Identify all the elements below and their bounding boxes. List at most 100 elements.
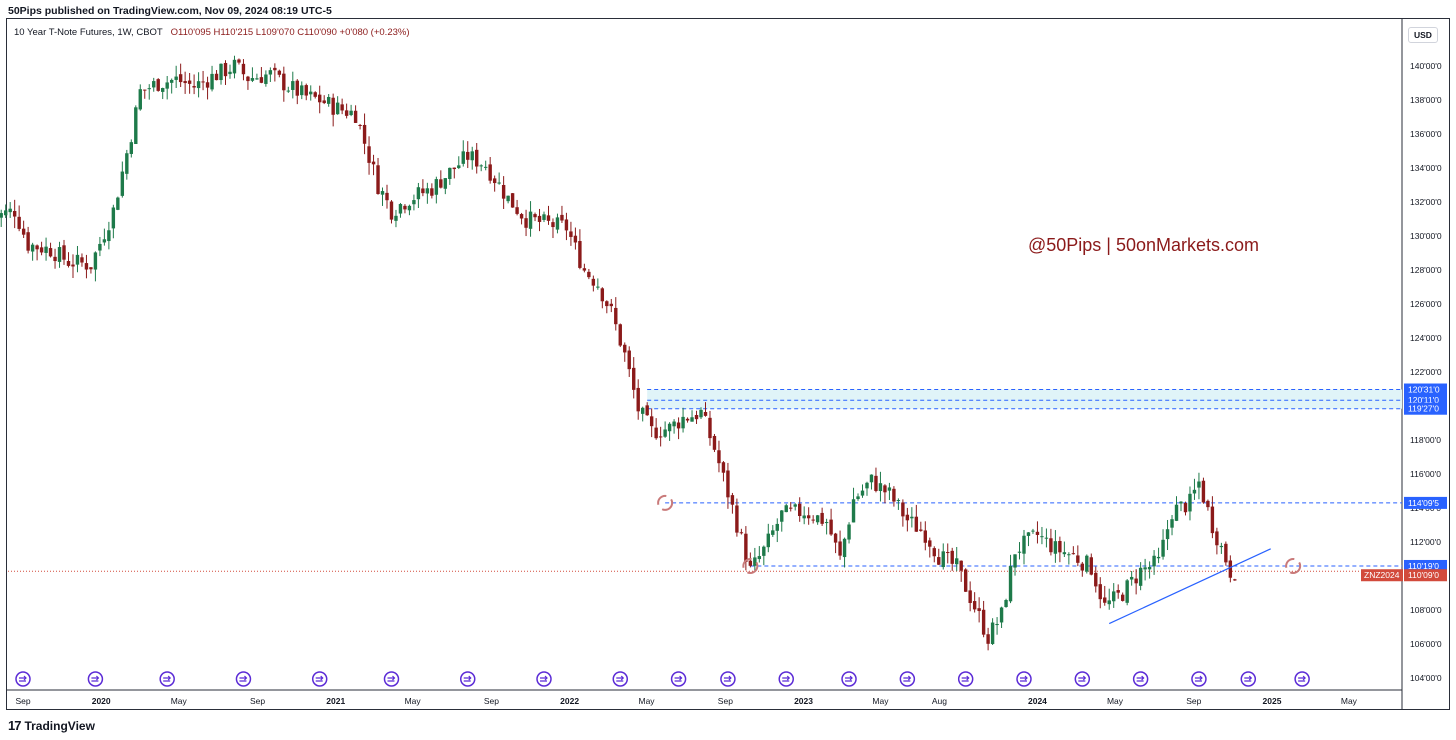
event-marker-ring — [1132, 671, 1149, 687]
candle-body — [1098, 584, 1102, 600]
candle-body — [591, 278, 596, 286]
candle-body — [62, 245, 66, 260]
event-marker-arrow — [1244, 675, 1253, 682]
candle-body — [277, 70, 282, 75]
event-marker-arrow — [1136, 675, 1145, 682]
candle-body — [582, 268, 587, 271]
candle-body — [1071, 553, 1076, 555]
candle-body — [89, 267, 93, 270]
arrow-circle-icon — [459, 671, 476, 687]
currency-button[interactable]: USD — [1408, 27, 1438, 43]
candle-body — [865, 482, 869, 489]
candle-body — [685, 418, 690, 421]
candle-body — [259, 77, 264, 83]
event-marker-ring — [670, 671, 687, 687]
candle-body — [421, 188, 425, 194]
candle-body — [1125, 580, 1129, 603]
candle-body — [331, 97, 335, 115]
arrow-circle-icon — [15, 671, 31, 687]
candle-body — [120, 171, 125, 196]
candle-body — [806, 515, 811, 519]
y-tick-label: 112'00'0 — [1410, 537, 1441, 547]
arrow-circle-icon — [778, 671, 794, 687]
candle-body — [1129, 576, 1134, 580]
candle-body — [887, 487, 892, 491]
arrow-circle-icon — [536, 671, 552, 687]
candle-body — [640, 407, 645, 414]
candle-body — [255, 78, 259, 80]
x-tick-label: 2022 — [560, 696, 579, 706]
candle-body — [663, 429, 667, 437]
candle-body — [1049, 538, 1053, 553]
candle-body — [555, 217, 560, 230]
candle-body — [932, 548, 936, 557]
candle-body — [573, 235, 578, 243]
candle-body — [842, 538, 847, 558]
candle-body — [681, 416, 685, 429]
candle-body — [174, 76, 178, 80]
candle-body — [793, 504, 797, 507]
candle-body — [1116, 590, 1120, 593]
candle-body — [470, 151, 474, 161]
candle-body — [860, 490, 865, 496]
candle-body — [1076, 555, 1080, 563]
candle-body — [273, 67, 277, 71]
candle-body — [57, 247, 62, 262]
candle-body — [322, 100, 326, 104]
candle-body — [1008, 566, 1013, 602]
candle-body — [205, 82, 210, 88]
candle-body — [483, 166, 488, 168]
candle-body — [295, 80, 299, 96]
level-price-label: 119'27'0 — [1408, 404, 1439, 414]
candle-body — [282, 73, 286, 91]
tradingview-logo-icon: 17 — [8, 718, 22, 733]
candle-body — [403, 205, 407, 210]
candle-body — [138, 89, 142, 110]
candle-body — [856, 496, 860, 500]
candle-body — [318, 94, 322, 103]
candle-body — [1138, 567, 1143, 586]
candle-body — [780, 510, 784, 522]
candle-body — [528, 211, 533, 229]
candle-body — [533, 214, 537, 218]
candle-body — [905, 514, 910, 521]
x-tick-label: Sep — [15, 696, 30, 706]
candle-body — [407, 205, 412, 211]
level-price-tag — [1404, 496, 1447, 509]
event-marker-ring — [536, 671, 552, 687]
footer-brand[interactable]: 17 TradingView — [8, 718, 95, 733]
event-marker-ring — [1294, 671, 1310, 687]
candle-body — [1179, 501, 1183, 504]
candle-body — [466, 151, 470, 160]
candle-body — [771, 530, 775, 535]
event-marker-arrow — [723, 675, 732, 682]
arrow-circle-icon — [159, 671, 175, 687]
candle-body — [519, 214, 524, 219]
candle-body — [335, 102, 340, 115]
candle-body — [196, 81, 201, 89]
candle-body — [537, 215, 542, 222]
candle-body — [156, 79, 160, 91]
event-marker-ring — [1240, 671, 1257, 687]
candle-body — [434, 179, 439, 195]
candle-body — [1188, 493, 1192, 512]
candle-body — [228, 71, 232, 75]
candle-body — [649, 416, 654, 427]
candle-body — [829, 519, 833, 535]
event-marker-arrow — [163, 675, 172, 682]
y-tick-label: 126'00'0 — [1410, 299, 1442, 309]
y-tick-label: 132'00'0 — [1410, 197, 1442, 207]
event-marker-ring — [87, 671, 104, 687]
candle-body — [703, 411, 708, 416]
candle-body — [802, 515, 806, 519]
candle-body — [3, 210, 8, 216]
candle-body — [1201, 480, 1206, 503]
candle-body — [80, 257, 84, 263]
event-marker-ring — [841, 671, 857, 687]
candle-body — [385, 192, 389, 201]
event-marker-ring — [383, 671, 400, 687]
event-marker-arrow — [961, 675, 970, 682]
candle-body — [380, 191, 385, 195]
event-marker-arrow — [1298, 675, 1306, 682]
